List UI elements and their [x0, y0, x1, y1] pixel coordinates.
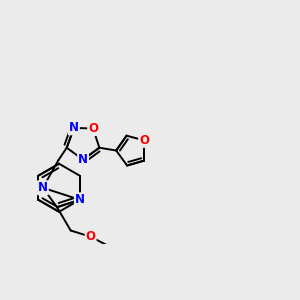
Text: N: N [38, 181, 48, 194]
Text: O: O [88, 122, 98, 135]
Text: N: N [78, 153, 88, 166]
Text: O: O [85, 230, 96, 243]
Text: N: N [69, 122, 79, 134]
Text: N: N [75, 193, 85, 206]
Text: O: O [139, 134, 149, 147]
